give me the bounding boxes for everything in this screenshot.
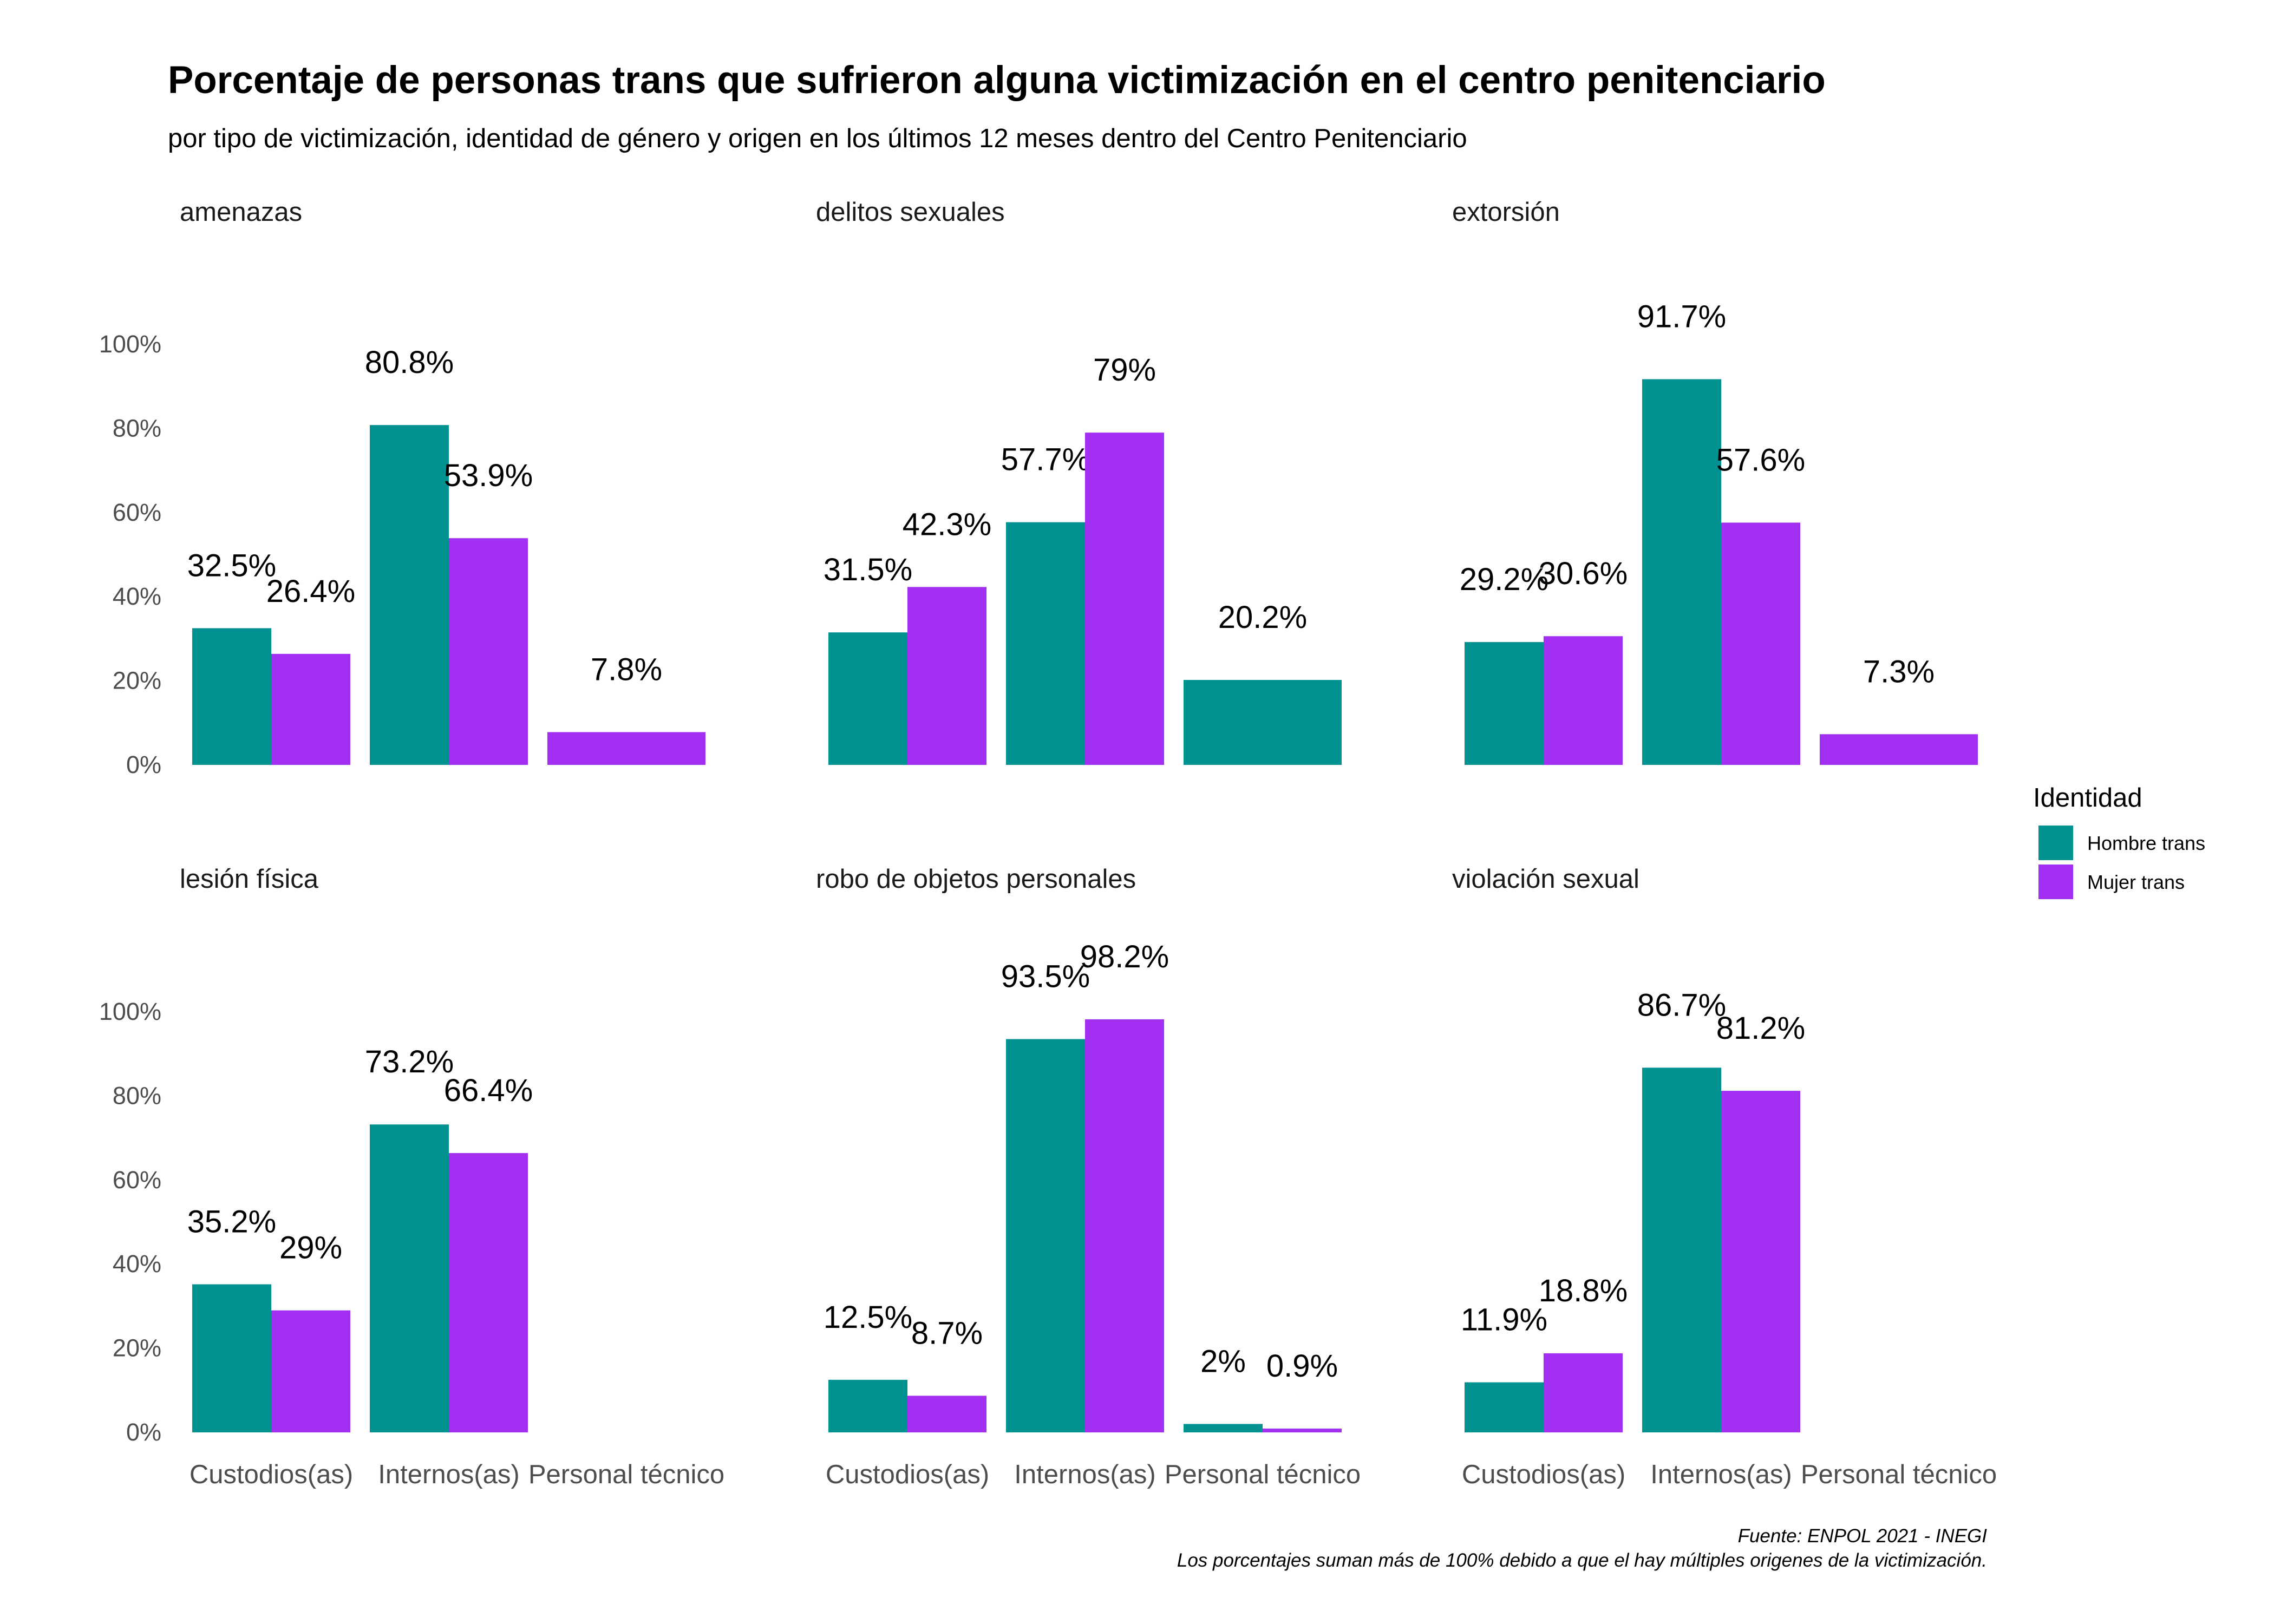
x-tick-label-internos-as: Internos(as) (1014, 1460, 1155, 1489)
data-label: 2% (1200, 1344, 1246, 1379)
x-tick-label-custodios-as: Custodios(as) (1462, 1460, 1625, 1489)
bar-violacion-sexual-custodios-as-hombre-trans (1465, 1382, 1544, 1432)
bar-violacion-sexual-internos-as-hombre-trans (1642, 1068, 1721, 1432)
x-tick-label-internos-as: Internos(as) (378, 1460, 519, 1489)
data-label: 86.7% (1637, 987, 1726, 1023)
legend-title: Identidad (2033, 783, 2142, 813)
y-tick-label: 40% (113, 1250, 161, 1278)
bar-amenazas-internos-as-mujer-trans (449, 538, 528, 765)
facet-title-robo-de-objetos-personales: robo de objetos personales (816, 865, 1136, 894)
data-label: 0.9% (1266, 1348, 1338, 1384)
data-label: 35.2% (187, 1204, 276, 1239)
data-label: 93.5% (1001, 959, 1090, 994)
bar-lesion-fisica-internos-as-hombre-trans (370, 1124, 449, 1432)
data-label: 80.8% (365, 345, 454, 380)
data-label: 18.8% (1539, 1273, 1628, 1308)
bar-delitos-sexuales-custodios-as-mujer-trans (907, 587, 986, 765)
chart-subtitle: por tipo de victimización, identidad de … (168, 124, 1467, 153)
bar-robo-de-objetos-personales-personal-tecnico-hombre-trans (1184, 1424, 1263, 1432)
data-label: 26.4% (266, 574, 355, 609)
facet-title-lesion-fisica: lesión física (180, 865, 319, 894)
x-tick-label-personal-tecnico: Personal técnico (528, 1460, 724, 1489)
data-label: 42.3% (903, 507, 991, 542)
legend-label-hombre-trans: Hombre trans (2087, 832, 2205, 854)
chart-title: Porcentaje de personas trans que sufrier… (168, 59, 1826, 102)
bar-robo-de-objetos-personales-custodios-as-mujer-trans (907, 1396, 986, 1432)
bar-amenazas-personal-tecnico-mujer-trans (547, 732, 705, 765)
facet-title-extorsion: extorsión (1452, 198, 1560, 227)
data-label: 8.7% (911, 1315, 983, 1351)
data-label: 12.5% (824, 1300, 912, 1335)
bar-amenazas-custodios-as-hombre-trans (192, 628, 271, 765)
caption-note: Los porcentajes suman más de 100% debido… (1177, 1550, 1987, 1571)
bar-delitos-sexuales-custodios-as-hombre-trans (828, 632, 907, 765)
y-tick-label: 80% (113, 414, 161, 442)
data-label: 11.9% (1461, 1302, 1547, 1338)
data-label: 7.3% (1863, 654, 1935, 689)
bar-delitos-sexuales-internos-as-mujer-trans (1085, 433, 1164, 765)
bar-violacion-sexual-internos-as-mujer-trans (1721, 1091, 1800, 1432)
legend-swatch-mujer-trans (2038, 865, 2073, 899)
bar-lesion-fisica-custodios-as-mujer-trans (271, 1310, 350, 1432)
chart-caption: Fuente: ENPOL 2021 - INEGI Los porcentaj… (1177, 1524, 1987, 1573)
data-label: 79% (1093, 352, 1156, 388)
data-label: 7.8% (591, 652, 662, 687)
bar-lesion-fisica-internos-as-mujer-trans (449, 1153, 528, 1432)
y-tick-label: 20% (113, 1334, 161, 1362)
bar-extorsion-custodios-as-hombre-trans (1465, 642, 1544, 765)
caption-source: Fuente: ENPOL 2021 - INEGI (1737, 1525, 1987, 1547)
bar-amenazas-custodios-as-mujer-trans (271, 653, 350, 765)
y-tick-label: 80% (113, 1082, 161, 1109)
bar-extorsion-custodios-as-mujer-trans (1544, 636, 1623, 765)
y-tick-label: 100% (99, 330, 161, 358)
data-label: 81.2% (1716, 1011, 1805, 1046)
bar-violacion-sexual-custodios-as-mujer-trans (1544, 1353, 1623, 1432)
y-tick-label: 60% (113, 499, 161, 526)
data-label: 91.7% (1637, 299, 1726, 334)
x-tick-label-internos-as: Internos(as) (1650, 1460, 1792, 1489)
bar-robo-de-objetos-personales-custodios-as-hombre-trans (828, 1379, 907, 1432)
x-tick-label-personal-tecnico: Personal técnico (1165, 1460, 1361, 1489)
facet-title-amenazas: amenazas (180, 198, 302, 227)
bar-robo-de-objetos-personales-internos-as-mujer-trans (1085, 1019, 1164, 1432)
bar-amenazas-internos-as-hombre-trans (370, 425, 449, 765)
y-tick-label: 60% (113, 1166, 161, 1194)
facet-title-delitos-sexuales: delitos sexuales (816, 198, 1005, 227)
legend-label-mujer-trans: Mujer trans (2087, 871, 2185, 893)
y-tick-label: 0% (126, 1418, 161, 1446)
bar-extorsion-internos-as-hombre-trans (1642, 379, 1721, 765)
x-tick-label-personal-tecnico: Personal técnico (1801, 1460, 1997, 1489)
bar-extorsion-personal-tecnico-mujer-trans (1820, 734, 1978, 765)
bar-extorsion-internos-as-mujer-trans (1721, 522, 1800, 765)
data-label: 30.6% (1539, 556, 1628, 591)
y-tick-label: 40% (113, 582, 161, 610)
data-label: 31.5% (824, 552, 912, 587)
data-label: 20.2% (1218, 600, 1307, 635)
bar-lesion-fisica-custodios-as-hombre-trans (192, 1284, 271, 1432)
x-tick-label-custodios-as: Custodios(as) (826, 1460, 989, 1489)
data-label: 53.9% (444, 458, 533, 493)
data-label: 29% (279, 1230, 342, 1266)
bar-delitos-sexuales-personal-tecnico-hombre-trans (1184, 680, 1342, 765)
bar-robo-de-objetos-personales-internos-as-hombre-trans (1006, 1039, 1085, 1432)
y-tick-label: 100% (99, 998, 161, 1025)
bar-delitos-sexuales-internos-as-hombre-trans (1006, 522, 1085, 765)
data-label: 73.2% (365, 1044, 454, 1079)
data-label: 98.2% (1080, 939, 1169, 974)
data-label: 66.4% (444, 1073, 533, 1108)
legend-swatch-hombre-trans (2038, 826, 2073, 860)
y-tick-label: 20% (113, 667, 161, 695)
facet-title-violacion-sexual: violación sexual (1452, 865, 1639, 894)
x-tick-label-custodios-as: Custodios(as) (190, 1460, 353, 1489)
data-label: 32.5% (187, 548, 276, 583)
bar-robo-de-objetos-personales-personal-tecnico-mujer-trans (1263, 1429, 1342, 1432)
data-label: 29.2% (1460, 562, 1548, 597)
data-label: 57.6% (1716, 442, 1805, 477)
y-tick-label: 0% (126, 751, 161, 778)
data-label: 57.7% (1001, 442, 1090, 477)
